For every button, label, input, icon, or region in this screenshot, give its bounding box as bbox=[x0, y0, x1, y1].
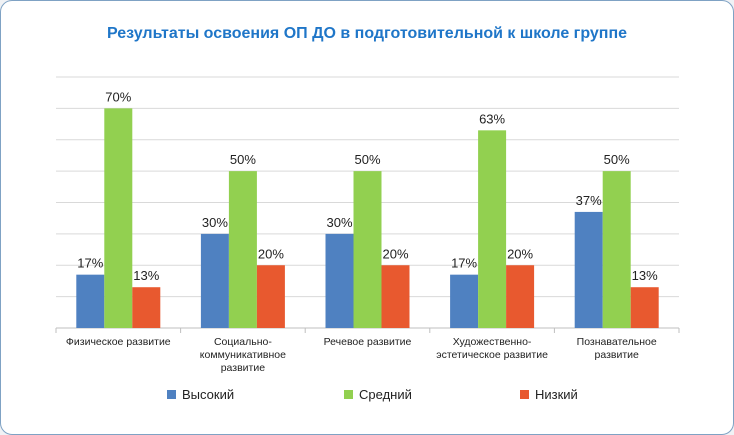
x-tick-label: Физическое развитие bbox=[66, 336, 171, 348]
data-label: 20% bbox=[258, 246, 284, 261]
x-tick-label: Познавательное bbox=[577, 336, 657, 348]
chart-title: Результаты освоения ОП ДО в подготовител… bbox=[106, 25, 628, 42]
bar-low bbox=[381, 265, 410, 328]
data-label: 20% bbox=[507, 246, 533, 261]
data-label: 70% bbox=[105, 89, 131, 104]
x-tick-label: Речевое развитие bbox=[324, 336, 412, 348]
bar-low bbox=[132, 287, 161, 328]
legend-label-medium: Средний bbox=[359, 387, 412, 402]
bar-low bbox=[506, 265, 535, 328]
x-tick-label: развитие bbox=[595, 349, 639, 361]
data-label: 50% bbox=[604, 152, 630, 167]
legend-item-low: Низкий bbox=[520, 387, 578, 402]
data-label: 20% bbox=[382, 246, 408, 261]
data-label: 30% bbox=[202, 215, 228, 230]
data-label: 50% bbox=[230, 152, 256, 167]
bar-medium bbox=[104, 108, 133, 328]
chart-legend: Высокий Средний Низкий bbox=[1, 387, 733, 407]
bar-medium bbox=[353, 171, 382, 328]
legend-label-low: Низкий bbox=[535, 387, 578, 402]
legend-swatch-low bbox=[520, 390, 529, 399]
bar-low bbox=[630, 287, 659, 328]
bar-high bbox=[450, 274, 479, 328]
x-tick-label: Художественно- bbox=[453, 336, 532, 348]
bar-high bbox=[200, 233, 229, 328]
x-tick-label: эстетическое развитие bbox=[436, 349, 548, 361]
bar-medium bbox=[228, 171, 257, 328]
data-label: 13% bbox=[632, 268, 658, 283]
data-label: 50% bbox=[354, 152, 380, 167]
bar-high bbox=[325, 233, 354, 328]
legend-item-medium: Средний bbox=[344, 387, 412, 402]
data-label: 17% bbox=[451, 256, 477, 271]
legend-item-high: Высокий bbox=[167, 387, 234, 402]
data-label: 17% bbox=[77, 256, 103, 271]
data-label: 13% bbox=[133, 268, 159, 283]
bar-medium bbox=[602, 171, 631, 328]
x-tick-label: коммуникативное bbox=[200, 349, 286, 361]
data-label: 37% bbox=[576, 193, 602, 208]
legend-swatch-high bbox=[167, 390, 176, 399]
data-label: 30% bbox=[326, 215, 352, 230]
data-label: 63% bbox=[479, 111, 505, 126]
bar-high bbox=[76, 274, 105, 328]
legend-label-high: Высокий bbox=[182, 387, 235, 402]
x-tick-label: Социально- bbox=[214, 336, 272, 348]
bar-medium bbox=[478, 130, 507, 328]
x-tick-label: развитие bbox=[221, 362, 265, 374]
bar-low bbox=[256, 265, 285, 328]
bar-high bbox=[574, 211, 603, 328]
legend-swatch-medium bbox=[344, 390, 353, 399]
